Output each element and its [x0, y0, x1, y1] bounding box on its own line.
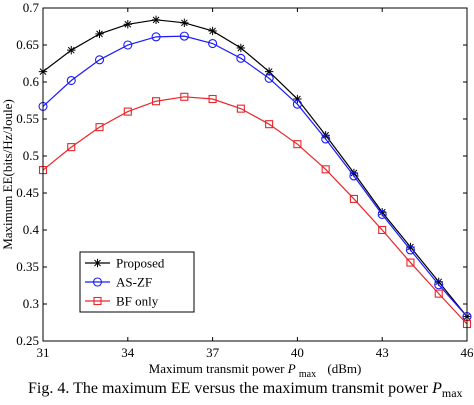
- series-line-2: [42, 96, 468, 325]
- series-2-point-6: [208, 94, 217, 104]
- series-line-0: [42, 19, 468, 317]
- series-2-point-1: [67, 143, 76, 152]
- series-2-point-2: [95, 123, 104, 132]
- series-1-point-2: [94, 55, 105, 65]
- x-tick-label-40: 40: [291, 345, 304, 360]
- x-tick-label-43: 43: [376, 345, 389, 360]
- series-0-point-3: [123, 20, 132, 29]
- legend-marker-0: [93, 258, 102, 268]
- legend-label-1: AS-ZF: [116, 275, 152, 290]
- series-2-point-4: [152, 97, 161, 106]
- series-0-point-4: [151, 15, 161, 25]
- legend-marker-2: [93, 296, 102, 306]
- x-axis-label: Maximum transmit power P max (dBm): [149, 361, 362, 378]
- y-tick-label-0: 0.25: [16, 333, 39, 348]
- legend-marker-1: [92, 277, 103, 287]
- caption-text: The maximum EE versus the maximum transm…: [73, 380, 433, 397]
- y-tick-label-6: 0.55: [16, 111, 39, 126]
- series-1-point-14: [434, 280, 444, 290]
- legend-label-2: BF only: [116, 294, 159, 309]
- series-0-point-12: [378, 208, 387, 217]
- series-0-point-6: [208, 26, 217, 36]
- series-1-point-10: [321, 134, 331, 144]
- series-2-point-5: [180, 92, 189, 101]
- series-0-point-7: [236, 43, 246, 53]
- x-axis-label-symbol: P: [287, 361, 296, 376]
- legend: Proposed AS-ZF BF only: [79, 251, 195, 313]
- series-1-point-5: [179, 31, 189, 41]
- y-tick-label-2: 0.35: [16, 259, 39, 274]
- series-2-point-14: [434, 289, 443, 298]
- series-0-point-5: [180, 18, 189, 27]
- series-1-point-11: [349, 171, 359, 181]
- series-2-point-3: [123, 107, 132, 116]
- y-axis-label: Maximum EE(bits/Hz/Joule): [0, 99, 15, 250]
- series-1-point-1: [66, 75, 76, 86]
- series-1-point-6: [208, 38, 218, 49]
- series-1-point-13: [405, 245, 416, 255]
- series-2-point-11: [349, 194, 358, 203]
- plot-frame: [42, 7, 468, 342]
- series-1-point-8: [264, 73, 274, 83]
- y-tick-label-8: 0.65: [16, 37, 39, 52]
- series-2-point-10: [321, 165, 330, 174]
- caption-symbol: P: [432, 380, 442, 397]
- x-tick-label-31: 31: [37, 345, 50, 360]
- series-0-point-2: [95, 29, 104, 39]
- y-tick-label-9: 0.7: [23, 0, 40, 15]
- series-2-point-12: [378, 225, 387, 235]
- y-tick-label-5: 0.5: [23, 148, 39, 163]
- series-1-point-4: [151, 32, 161, 42]
- figure-caption: Fig. 4. The maximum EE versus the maximu…: [28, 380, 474, 404]
- series-2-point-13: [406, 258, 415, 267]
- ee-vs-pmax-chart: 31 34 37 40 43 46 0.25 0.3 0.35 0.4 0.45 0.5 0.55 0.…: [0, 0, 474, 378]
- series-line-1: [42, 35, 468, 317]
- y-tick-label-7: 0.6: [23, 74, 40, 89]
- x-axis-label-subscript: max: [299, 369, 316, 378]
- caption-subscript: max: [441, 386, 463, 401]
- series-1-point-7: [236, 53, 246, 63]
- x-tick-label-37: 37: [206, 345, 220, 360]
- series-1-point-3: [123, 40, 133, 50]
- series-2-point-7: [236, 104, 245, 113]
- series-0-point-1: [67, 45, 76, 55]
- series-2-point-9: [293, 140, 302, 149]
- series-1-point-9: [292, 99, 302, 109]
- caption-prefix: Fig. 4.: [28, 380, 70, 397]
- series-2-point-8: [265, 120, 274, 129]
- y-tick-label-4: 0.45: [16, 185, 39, 200]
- y-tick-label-1: 0.3: [23, 296, 39, 311]
- x-tick-label-46: 46: [461, 345, 474, 360]
- x-tick-label-34: 34: [121, 345, 135, 360]
- y-tick-label-3: 0.4: [23, 222, 40, 237]
- x-axis-label-unit: (dBm): [327, 361, 361, 376]
- series-1-point-12: [377, 209, 387, 220]
- legend-label-0: Proposed: [116, 256, 165, 271]
- x-axis-label-text: Maximum transmit power: [149, 361, 288, 376]
